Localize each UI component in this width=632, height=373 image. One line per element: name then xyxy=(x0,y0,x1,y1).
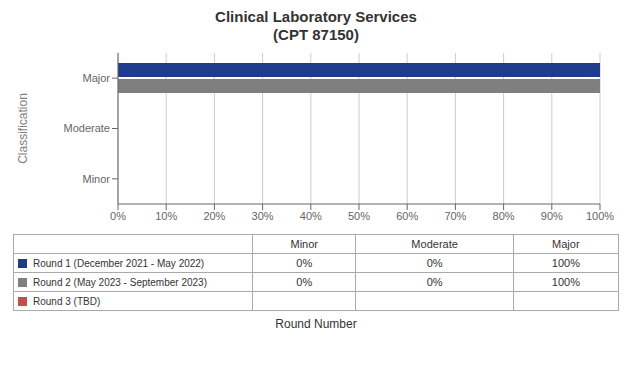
svg-text:50%: 50% xyxy=(348,210,370,222)
svg-text:0%: 0% xyxy=(110,210,126,222)
html-text:100%: 100% xyxy=(551,257,580,269)
html-text:100%: 100% xyxy=(551,276,580,288)
html-text:Moderate: Moderate xyxy=(411,238,458,250)
html-text:0%: 0% xyxy=(296,257,313,269)
svg-text:Classification: Classification xyxy=(16,93,30,164)
svg-text:80%: 80% xyxy=(493,210,515,222)
html-text:Round 3 (TBD): Round 3 (TBD) xyxy=(33,295,101,307)
html-text:(CPT 87150): (CPT 87150) xyxy=(273,26,359,43)
svg-text:70%: 70% xyxy=(444,210,466,222)
html-text:Minor: Minor xyxy=(290,238,318,250)
html-text:Round Number: Round Number xyxy=(275,317,357,331)
svg-text:30%: 30% xyxy=(252,210,274,222)
svg-text:20%: 20% xyxy=(203,210,225,222)
html-text:Major: Major xyxy=(552,238,580,250)
svg-text:100%: 100% xyxy=(586,210,614,222)
svg-text:Moderate: Moderate xyxy=(64,122,110,134)
html-text:0%: 0% xyxy=(426,257,443,269)
html-text:Clinical Laboratory Services: Clinical Laboratory Services xyxy=(215,8,417,25)
html-text:Round 1 (December 2021 - May 2: Round 1 (December 2021 - May 2022) xyxy=(33,257,205,269)
svg-text:40%: 40% xyxy=(300,210,322,222)
svg-text:Major: Major xyxy=(82,72,110,84)
svg-text:90%: 90% xyxy=(541,210,563,222)
html-text:Round 2 (May 2023 - September: Round 2 (May 2023 - September 2023) xyxy=(33,276,207,288)
svg-text:Minor: Minor xyxy=(82,173,110,185)
html-text:0%: 0% xyxy=(426,276,443,288)
html-text:0%: 0% xyxy=(296,276,313,288)
svg-text:60%: 60% xyxy=(396,210,418,222)
svg-text:10%: 10% xyxy=(155,210,177,222)
